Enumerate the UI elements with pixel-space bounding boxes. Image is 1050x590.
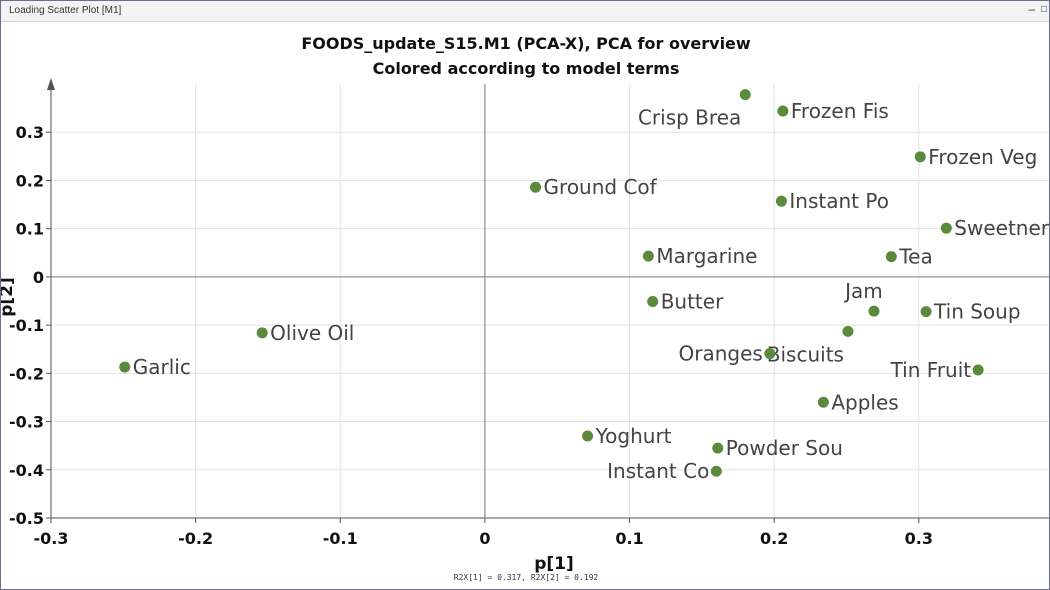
point-label: Instant Co [607, 459, 709, 483]
point-label: Oranges [679, 342, 763, 366]
data-point [777, 105, 789, 117]
data-point [920, 306, 932, 318]
data-point [775, 195, 787, 207]
y-axis-label: p[2] [1, 277, 17, 317]
data-point [119, 361, 131, 373]
y-tick-label: 0.3 [16, 123, 44, 142]
point-label: Biscuits [767, 342, 844, 366]
window-title: Loading Scatter Plot [M1] [9, 5, 122, 16]
r2x-footnote: R2X[1] = 0.317, R2X[2] = 0.192 [454, 573, 599, 582]
window-titlebar: Loading Scatter Plot [M1] – □ [1, 1, 1049, 22]
data-point [972, 364, 984, 376]
loading-scatter-plot[interactable]: FOODS_update_S15.M1 (PCA-X), PCA for ove… [1, 22, 1049, 588]
point-label: Instant Po [789, 189, 889, 213]
point-label: Olive Oil [270, 321, 354, 345]
chart-title: FOODS_update_S15.M1 (PCA-X), PCA for ove… [301, 34, 751, 53]
data-point [842, 325, 854, 337]
y-tick-label: -0.1 [9, 316, 44, 335]
x-tick-label: 0.1 [615, 529, 643, 548]
data-point [817, 396, 829, 408]
x-tick-label: -0.1 [323, 529, 358, 548]
x-tick-label: -0.2 [178, 529, 213, 548]
data-point [647, 295, 659, 307]
grid-lines [50, 84, 1049, 519]
point-label: Sweetner [954, 216, 1049, 240]
y-tick-label: 0.2 [16, 171, 44, 190]
data-point [710, 465, 722, 477]
point-label: Frozen Fis [791, 99, 889, 123]
x-tick-label: -0.3 [34, 529, 69, 548]
minimize-button[interactable]: – [1028, 2, 1035, 16]
y-tick-label: 0 [33, 268, 44, 287]
point-label: Garlic [133, 355, 191, 379]
point-label: Tea [898, 245, 932, 269]
point-label: Tin Fruit [890, 358, 972, 382]
point-label: Yoghurt [595, 424, 672, 448]
data-point [885, 251, 897, 263]
y-tick-label: -0.4 [9, 461, 44, 480]
data-point [712, 442, 724, 454]
chart-subtitle: Colored according to model terms [373, 59, 680, 78]
data-point [940, 222, 952, 234]
x-tick-label: 0.2 [760, 529, 788, 548]
data-point [642, 250, 654, 262]
y-axis-arrow [47, 78, 55, 90]
point-label: Margarine [656, 244, 757, 268]
tick-labels: -0.3 -0.2 -0.1 0 0.1 0.2 0.3 0.3 0.2 0.1 0 -0.1 -0.2… [9, 123, 933, 548]
data-points: Crisp Brea Frozen Fis Frozen Veg Ground Cof… [119, 89, 1049, 483]
data-point [914, 151, 926, 163]
y-tick-label: -0.3 [9, 413, 44, 432]
point-label: Butter [661, 289, 724, 313]
data-point [530, 181, 542, 193]
data-point [256, 327, 268, 339]
x-tick-label: 0.3 [905, 529, 933, 548]
axes [46, 78, 1049, 523]
point-label: Crisp Brea [638, 106, 741, 130]
x-axis-label: p[1] [534, 554, 574, 574]
y-tick-label: -0.5 [9, 509, 44, 528]
point-label: Frozen Veg [928, 145, 1037, 169]
data-point [739, 89, 751, 101]
point-label: Jam [843, 279, 883, 303]
point-label: Powder Sou [726, 436, 843, 460]
x-tick-label: 0 [479, 529, 490, 548]
data-point [764, 348, 776, 360]
maximize-button[interactable]: □ [1040, 4, 1047, 15]
y-tick-label: 0.1 [16, 220, 44, 239]
data-point [582, 430, 594, 442]
y-tick-label: -0.2 [9, 364, 44, 383]
data-point [868, 305, 880, 317]
point-label: Ground Cof [544, 175, 658, 199]
point-label: Tin Soup [933, 300, 1021, 324]
point-label: Apples [831, 390, 898, 414]
